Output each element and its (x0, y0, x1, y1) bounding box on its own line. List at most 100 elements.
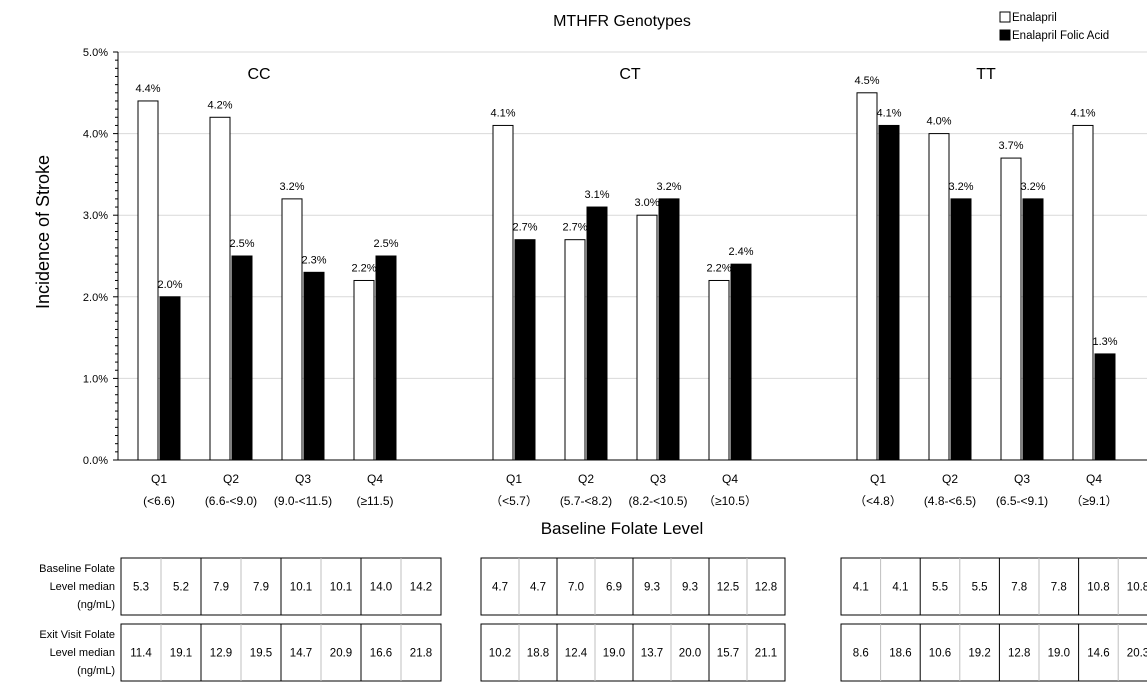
bar-enalapril (564, 239, 586, 461)
x-tick-quartile: Q1 (151, 472, 167, 486)
group-label-ct: CT (619, 66, 641, 83)
x-tick-quartile: Q1 (870, 472, 886, 486)
bar-enalapril (209, 116, 231, 461)
x-tick-quartile: Q2 (578, 472, 594, 486)
data-label-folic-acid: 3.2% (1020, 181, 1045, 193)
bar-enalapril (928, 133, 950, 461)
group-label-cc: CC (247, 66, 270, 83)
chart-title: MTHFR Genotypes (553, 13, 691, 30)
table-cell: 14.0 (370, 582, 392, 594)
x-tick-range: （≥9.1） (1070, 494, 1117, 508)
table-row-label: (ng/mL) (77, 599, 115, 611)
table-cell: 9.3 (644, 582, 660, 594)
bar-enalapril-folic-acid (950, 198, 972, 461)
x-tick-quartile: Q2 (223, 472, 239, 486)
table-cell: 20.3 (1127, 648, 1147, 660)
bar-enalapril (636, 214, 658, 461)
x-tick-quartile: Q3 (295, 472, 311, 486)
table-cell: 11.4 (130, 648, 152, 660)
bar-enalapril (492, 124, 514, 461)
data-label-folic-acid: 2.7% (512, 222, 537, 234)
table-cell: 9.3 (682, 582, 698, 594)
data-label-enalapril: 4.1% (1070, 107, 1095, 119)
table-cell: 10.1 (330, 582, 352, 594)
table-cell: 20.0 (679, 648, 701, 660)
table-cell: 14.7 (290, 648, 312, 660)
table-row-label: Level median (50, 647, 115, 659)
bar-enalapril-folic-acid (1022, 198, 1044, 461)
bar-enalapril-folic-acid (586, 206, 608, 461)
x-tick-range: （≥10.5） (703, 494, 757, 508)
y-tick-label: 2.0% (83, 292, 108, 304)
table-cell: 4.1 (853, 582, 869, 594)
bar-enalapril-folic-acid (375, 255, 397, 461)
bar-enalapril-folic-acid (514, 239, 536, 461)
y-tick-label: 5.0% (83, 47, 108, 59)
table-cell: 19.0 (603, 648, 625, 660)
y-tick-label: 0.0% (83, 455, 108, 467)
legend-label-folic-acid: Enalapril Folic Acid (1012, 30, 1109, 42)
table-cell: 10.2 (489, 648, 511, 660)
data-label-enalapril: 4.4% (135, 83, 160, 95)
group-label-tt: TT (976, 66, 996, 83)
table-cell: 5.5 (932, 582, 948, 594)
data-label-folic-acid: 1.3% (1092, 336, 1117, 348)
table-cell: 12.4 (565, 648, 588, 660)
table-cell: 8.6 (853, 648, 869, 660)
bar-enalapril (708, 279, 730, 461)
table-row-label: (ng/mL) (77, 665, 115, 677)
data-label-folic-acid: 3.1% (584, 189, 609, 201)
data-label-folic-acid: 4.1% (876, 107, 901, 119)
table-cell: 13.7 (641, 648, 663, 660)
folate-tables: Baseline Folate Level median (ng/mL) 5.3 5.2… (39, 557, 1147, 682)
x-tick-range: (6.6-<9.0) (205, 494, 257, 508)
data-label-folic-acid: 2.3% (301, 254, 326, 266)
x-tick-range: （<4.8） (854, 494, 902, 508)
y-tick-label: 3.0% (83, 210, 108, 222)
table-cell: 4.7 (530, 582, 546, 594)
grid-layer (118, 51, 1147, 379)
table-cell: 7.0 (568, 582, 584, 594)
table-cell: 7.9 (253, 582, 269, 594)
bar-enalapril-folic-acid (878, 124, 900, 461)
table-cell: 18.6 (889, 648, 911, 660)
bar-enalapril-folic-acid (730, 263, 752, 461)
data-label-enalapril: 3.7% (998, 140, 1023, 152)
table-cell: 5.2 (173, 582, 189, 594)
bar-enalapril (1000, 157, 1022, 461)
table-cell: 14.6 (1087, 648, 1109, 660)
table-cell: 10.6 (929, 648, 951, 660)
x-tick-range: （<5.7） (490, 494, 538, 508)
x-tick-range: (5.7-<8.2) (560, 494, 612, 508)
bar-enalapril (1072, 124, 1094, 461)
table-cell: 18.8 (527, 648, 549, 660)
table-cell: 16.6 (370, 648, 392, 660)
x-tick-quartile: Q3 (1014, 472, 1030, 486)
data-label-folic-acid: 2.5% (373, 238, 398, 250)
table-row-label: Baseline Folate (39, 563, 115, 575)
data-label-folic-acid: 2.5% (229, 238, 254, 250)
table-cell: 12.8 (1008, 648, 1030, 660)
x-tick-quartile: Q4 (722, 472, 738, 486)
legend: Enalapril Enalapril Folic Acid (999, 11, 1109, 42)
table-row-label: Level median (50, 581, 115, 593)
x-tick-range: (<6.6) (143, 494, 175, 508)
bar-enalapril-folic-acid (303, 271, 325, 461)
table-cell: 12.5 (717, 582, 739, 594)
table-cell: 12.9 (210, 648, 232, 660)
table-cell: 19.0 (1048, 648, 1070, 660)
table-cell: 21.8 (410, 648, 432, 660)
x-tick-range: (8.2-<10.5) (628, 494, 687, 508)
table-cell: 4.1 (892, 582, 908, 594)
table-frame (840, 623, 1147, 682)
data-label-folic-acid: 2.0% (157, 279, 182, 291)
data-label-enalapril: 4.0% (926, 116, 951, 128)
legend-swatch-enalapril (999, 11, 1011, 23)
x-tick-quartile: Q4 (1086, 472, 1102, 486)
legend-swatch-folic-acid (999, 29, 1011, 41)
data-label-enalapril: 4.5% (854, 75, 879, 87)
data-label-enalapril: 4.2% (207, 99, 232, 111)
x-tick-quartile: Q3 (650, 472, 666, 486)
table-cell: 14.2 (410, 582, 432, 594)
